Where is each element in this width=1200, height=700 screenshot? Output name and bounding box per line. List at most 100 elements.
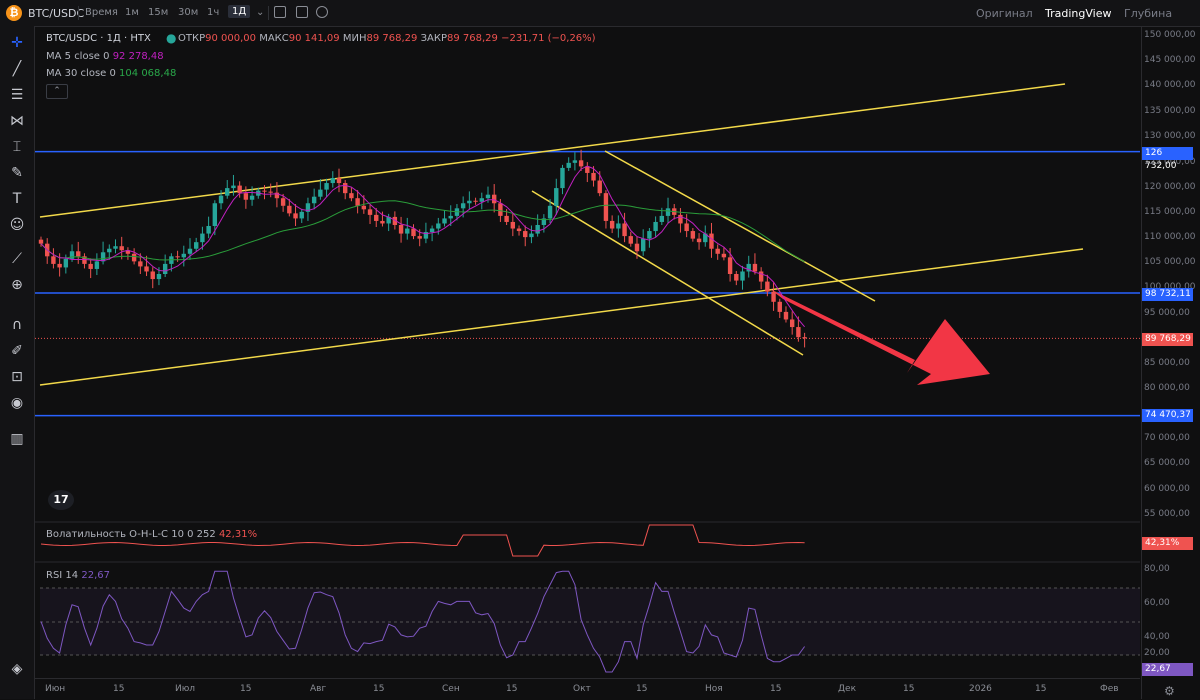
- eye-icon[interactable]: ◉: [10, 395, 24, 411]
- volatility-legend[interactable]: Волатильность O-H-L-C 10 0 252 42,31%: [46, 529, 257, 540]
- candle-body: [727, 257, 733, 274]
- candle-body: [342, 183, 348, 194]
- rsi-value: 22,67: [81, 570, 110, 581]
- high-label: МАКС: [259, 33, 289, 44]
- price-tick: 125 000,00: [1144, 157, 1196, 167]
- price-tick: 100 000,00: [1144, 282, 1196, 292]
- lock-drawing-icon[interactable]: ✐: [11, 343, 23, 359]
- volatility-line: [40, 524, 805, 557]
- brush-icon[interactable]: ✎: [11, 165, 23, 181]
- ma5-line: [40, 165, 805, 328]
- candle-body: [398, 224, 404, 234]
- close-label: ЗАКР: [420, 33, 447, 44]
- indicators-layer: [40, 165, 806, 673]
- pattern-icon[interactable]: ⋈: [10, 113, 24, 129]
- rsi-line: [40, 570, 806, 673]
- date-axis[interactable]: [35, 678, 1140, 700]
- candle-body: [554, 188, 559, 206]
- trend-line-icon[interactable]: ╱: [12, 61, 22, 77]
- symbol-selector[interactable]: BTC/USDC: [28, 7, 85, 20]
- candle-body: [429, 228, 435, 233]
- open-label: ОТКР: [178, 33, 206, 44]
- candle-body: [696, 238, 702, 243]
- ma30-legend[interactable]: MA 30 close 0 104 068,48: [46, 68, 176, 79]
- chart-type-icon[interactable]: [274, 6, 286, 18]
- close-value: 89 768,29: [446, 33, 498, 44]
- candle-body: [94, 261, 100, 269]
- candle-body: [448, 215, 453, 219]
- date-tick: Окт: [573, 684, 591, 694]
- time-button[interactable]: Время: [85, 7, 118, 18]
- trash-icon[interactable]: ▥: [10, 431, 24, 447]
- projection-icon[interactable]: ⌶: [12, 139, 22, 155]
- tradingview-logo-icon: 17: [48, 490, 74, 510]
- candle-body: [510, 221, 516, 229]
- settings-icon[interactable]: ⚙: [1164, 684, 1175, 698]
- candle-body: [597, 180, 602, 194]
- candle-body: [634, 243, 640, 252]
- crosshair-icon[interactable]: ✛: [11, 35, 23, 51]
- candle-body: [572, 160, 578, 163]
- ohlc-readout: ОТКР90 000,00 МАКС90 141,09 МИН89 768,29…: [178, 33, 596, 44]
- layers-icon[interactable]: ◈: [11, 661, 23, 677]
- tab-depth[interactable]: Глубина: [1124, 7, 1173, 20]
- lower-channel-line: [39, 248, 1084, 386]
- candle-body: [150, 271, 155, 280]
- interval-15m[interactable]: 15м: [148, 7, 169, 18]
- legend-title: BTC/USDC · 1Д · HTX: [46, 33, 151, 44]
- candle-body: [144, 266, 149, 272]
- candle-body: [491, 194, 497, 204]
- rsi-legend[interactable]: RSI 14 22,67: [46, 570, 110, 581]
- low-label: МИН: [342, 33, 367, 44]
- ma30-value: 104 068,48: [119, 68, 177, 79]
- candle-body: [187, 248, 193, 254]
- tab-original[interactable]: Оригинал: [976, 7, 1033, 20]
- candle-body: [721, 253, 727, 258]
- interval-1h[interactable]: 1ч: [207, 7, 220, 18]
- magnet-icon[interactable]: ∩: [11, 317, 23, 333]
- candle-body: [57, 263, 62, 268]
- rsi-tick: 20,00: [1144, 648, 1170, 658]
- price-axis[interactable]: [1141, 27, 1200, 699]
- candle-body: [802, 337, 807, 339]
- drawing-toolbar: ✛ ╱ ☰ ⋈ ⌶ ✎ T ☺ ⟋ ⊕ ∩ ✐ ⊡ ◉ ▥ ◈: [0, 26, 35, 699]
- volatility-value: 42,31%: [218, 529, 258, 540]
- candle-body: [119, 246, 124, 251]
- candle-body: [690, 231, 696, 239]
- price-chart[interactable]: [35, 27, 1140, 677]
- ma5-value: 92 278,48: [112, 51, 164, 62]
- lock-icon[interactable]: ⊡: [11, 369, 23, 385]
- indicators-icon[interactable]: [296, 6, 308, 18]
- emoji-icon[interactable]: ☺: [9, 217, 25, 233]
- candle-body: [405, 228, 410, 234]
- price-tick: 55 000,00: [1144, 509, 1190, 519]
- candle-body: [212, 203, 218, 226]
- date-tick: Ноя: [705, 684, 723, 694]
- fib-lines-icon[interactable]: ☰: [10, 87, 24, 103]
- candle-body: [38, 239, 44, 244]
- zoom-icon[interactable]: ⊕: [11, 277, 23, 293]
- candle-body: [640, 238, 646, 252]
- date-tick: Сен: [442, 684, 460, 694]
- ma5-legend[interactable]: MA 5 close 0 92 278,48: [46, 51, 164, 62]
- candle-body: [653, 221, 658, 232]
- interval-1m[interactable]: 1м: [125, 7, 139, 18]
- tab-tradingview[interactable]: TradingView: [1045, 7, 1112, 20]
- date-tick: 15: [506, 684, 518, 694]
- text-icon[interactable]: T: [12, 191, 22, 207]
- high-value: 90 141,09: [288, 33, 340, 44]
- price-tag-lower-support: 74 470,37: [1142, 409, 1193, 422]
- candle-body: [709, 233, 714, 249]
- settings-icon[interactable]: [316, 6, 328, 18]
- collapse-legend-button[interactable]: ⌃: [46, 84, 68, 99]
- candle-body: [100, 252, 106, 262]
- interval-dropdown-icon[interactable]: ⌄: [256, 7, 265, 18]
- candles-layer: [38, 149, 807, 348]
- candle-body: [678, 214, 683, 224]
- interval-1d[interactable]: 1Д: [228, 5, 251, 18]
- top-toolbar: ₿ BTC/USDC Время 1м 15м 30м 1ч 1Д ⌄ Ориг…: [0, 0, 1200, 27]
- ruler-icon[interactable]: ⟋: [12, 251, 22, 267]
- candle-body: [200, 233, 205, 243]
- candle-body: [436, 223, 441, 229]
- interval-30m[interactable]: 30м: [178, 7, 199, 18]
